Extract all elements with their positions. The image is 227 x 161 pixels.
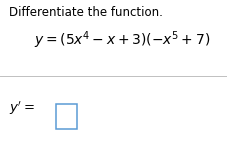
Text: Differentiate the function.: Differentiate the function. <box>9 6 163 19</box>
FancyBboxPatch shape <box>56 104 77 129</box>
Text: $y = \left(5x^4 - x + 3\right)\left(-x^5 + 7\right)$: $y = \left(5x^4 - x + 3\right)\left(-x^5… <box>34 29 210 51</box>
Text: $y' =$: $y' =$ <box>9 100 35 117</box>
